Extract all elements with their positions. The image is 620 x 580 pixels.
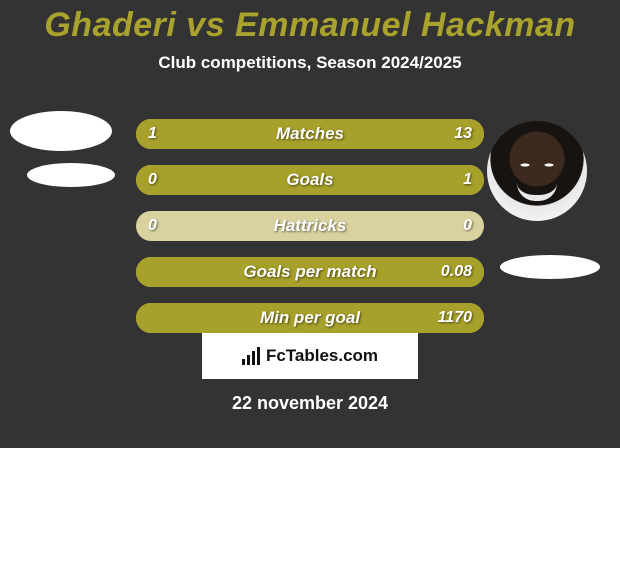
stat-value-right: 1 — [463, 165, 472, 195]
page-title: Ghaderi vs Emmanuel Hackman — [0, 0, 620, 45]
footer-date: 22 november 2024 — [0, 393, 620, 414]
stat-value-left: 1 — [148, 119, 157, 149]
stat-value-right: 0 — [463, 211, 472, 241]
stat-value-left: 0 — [148, 165, 157, 195]
stat-row: Goals per match0.08 — [136, 257, 484, 287]
stat-row: Matches1 13 — [136, 119, 484, 149]
stats-area: Matches113Goals01Hattricks00Goals per ma… — [0, 111, 620, 321]
player-left-avatar — [10, 111, 112, 151]
page-subtitle: Club competitions, Season 2024/2025 — [0, 53, 620, 73]
stat-label: Hattricks — [136, 211, 484, 241]
stat-label: Goals per match — [136, 257, 484, 287]
stat-value-right: 13 — [454, 119, 472, 149]
stat-value-right: 0.08 — [441, 257, 472, 287]
comparison-card: Ghaderi vs Emmanuel Hackman Club competi… — [0, 0, 620, 448]
player-right-avatar — [487, 121, 587, 221]
stat-label: Matches — [136, 119, 484, 149]
stat-row: Goals0 1 — [136, 165, 484, 195]
brand-logo-text: FcTables.com — [266, 346, 378, 366]
stat-value-right: 1170 — [438, 303, 472, 333]
stat-row: Min per goal1170 — [136, 303, 484, 333]
stat-label: Goals — [136, 165, 484, 195]
player-left-shadow — [27, 163, 115, 187]
bar-chart-icon — [242, 347, 260, 365]
stat-label: Min per goal — [136, 303, 484, 333]
stat-row: Hattricks0 0 — [136, 211, 484, 241]
stat-rows: Matches113Goals01Hattricks00Goals per ma… — [136, 119, 484, 349]
stat-value-left: 0 — [148, 211, 157, 241]
player-right-shadow — [500, 255, 600, 279]
